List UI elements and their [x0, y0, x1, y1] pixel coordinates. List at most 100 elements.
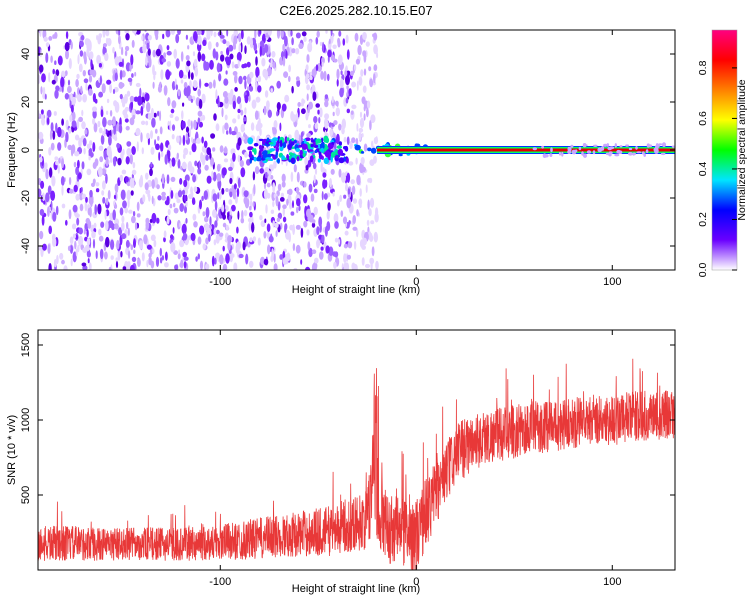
spectrogram-noise-blob: [338, 30, 342, 37]
spectrogram-noise-blob: [83, 147, 86, 155]
spectrogram-noise-blob: [335, 107, 340, 117]
snr-ytick-label: 1500: [20, 333, 32, 357]
spectrogram-noise-blob: [214, 257, 217, 265]
spectrogram-noise-blob: [248, 260, 254, 268]
spectrogram-noise-blob: [43, 200, 46, 205]
spectrogram-noise-blob: [92, 118, 96, 125]
spectrogram-noise-blob: [361, 96, 366, 105]
spectrogram-noise-blob: [287, 189, 290, 195]
spectrogram-noise-blob: [130, 99, 134, 111]
spectrogram-noise-blob: [254, 30, 257, 39]
spectrogram-onset-blob: [255, 156, 262, 162]
spectrogram-noise-blob: [244, 151, 248, 158]
spectrogram-noise-blob: [240, 167, 246, 178]
spectrogram-noise-blob: [48, 225, 52, 235]
spectrogram-onset-blob: [335, 155, 339, 159]
spectrogram-onset-blob: [346, 157, 349, 164]
spectrogram-noise-blob: [248, 85, 254, 92]
spectrogram-noise-blob: [112, 116, 116, 127]
spectrogram-noise-blob: [141, 35, 144, 41]
spectrogram-noise-blob: [315, 103, 321, 108]
spectrogram-noise-blob: [232, 71, 238, 76]
spectrogram-noise-blob: [351, 104, 357, 110]
spectrogram-noise-blob: [81, 193, 87, 200]
spectrogram-noise-blob: [150, 146, 155, 155]
spectrogram-noise-blob: [306, 54, 310, 63]
spectrogram-noise-blob: [128, 250, 131, 259]
spectrogram-noise-blob: [131, 146, 136, 155]
spectrogram-noise-blob: [352, 226, 358, 231]
spectrogram-noise-blob: [325, 179, 328, 188]
spectrogram-noise-blob: [182, 232, 188, 241]
spectrogram-onset-blob: [286, 154, 290, 161]
spectrogram-noise-blob: [277, 212, 283, 220]
spectrogram-noise-blob: [276, 102, 281, 111]
spectrogram-noise-blob: [193, 186, 198, 193]
spectrogram-noise-blob: [237, 114, 240, 120]
spectrogram-noise-blob: [116, 188, 118, 193]
spectrogram-noise-blob: [295, 224, 301, 230]
spectrogram-noise-blob: [248, 221, 251, 232]
spectrogram-noise-blob: [221, 204, 225, 213]
spectrogram-noise-blob: [95, 250, 98, 259]
spectrogram-noise-blob: [126, 221, 129, 230]
spectrogram-onset-blob: [248, 153, 253, 158]
spectrogram-noise-blob: [181, 189, 186, 196]
spectrogram-noise-blob: [197, 117, 201, 125]
spectrogram-onset-blob: [291, 138, 295, 142]
spectrogram-noise-blob: [334, 221, 339, 229]
spectrogram-noise-blob: [279, 122, 282, 132]
spectrogram-noise-blob: [82, 70, 87, 77]
spectrogram-noise-blob: [195, 131, 199, 140]
spectrogram-noise-blob: [174, 264, 179, 270]
spectrogram-onset-blob: [336, 145, 342, 149]
spectrogram-noise-blob: [192, 51, 196, 57]
spectrogram-noise-blob: [206, 30, 211, 37]
spectrogram-noise-blob: [149, 168, 153, 177]
spectrogram-noise-blob: [263, 188, 268, 200]
spectrogram-noise-blob: [243, 63, 248, 68]
spectrogram-noise-blob: [187, 45, 190, 50]
spectrogram-noise-blob: [43, 36, 48, 42]
spectrogram-noise-blob: [362, 32, 367, 40]
spectrogram-noise-blob: [48, 147, 52, 156]
spectrogram-noise-blob: [365, 184, 368, 193]
spectrogram-noise-blob: [163, 230, 167, 239]
spectrogram-noise-blob: [273, 253, 276, 263]
spectrogram-noise-blob: [352, 215, 357, 224]
spectrogram-noise-blob: [353, 240, 357, 250]
spectrogram-noise-blob: [234, 87, 238, 92]
spectrogram-noise-blob: [247, 217, 252, 223]
spectrogram-sideband-blob: [628, 147, 633, 151]
spectrogram-noise-blob: [284, 223, 287, 234]
spectrogram-noise-blob: [359, 188, 362, 197]
spectrogram-onset-blob: [275, 153, 278, 159]
spectrogram-noise-blob: [160, 142, 164, 152]
spectrogram-noise-blob: [48, 36, 53, 41]
spectrogram-sideband-blob: [574, 149, 578, 152]
spectrogram-noise-blob: [145, 120, 149, 126]
spectrogram-noise-blob: [77, 87, 80, 96]
spectrogram-noise-blob: [117, 252, 121, 261]
spectrogram-noise-blob: [135, 110, 141, 115]
spectrogram-noise-blob: [87, 220, 92, 229]
spectrogram-noise-blob: [244, 79, 247, 90]
spectrogram-sideband-blob: [592, 150, 596, 155]
spectrogram-noise-blob: [182, 134, 186, 146]
spectrogram-noise-blob: [370, 114, 376, 124]
spectrogram-noise-blob: [92, 238, 96, 249]
spectrogram-noise-blob: [198, 160, 201, 171]
spectrogram-noise-blob: [104, 251, 108, 260]
spectrogram-noise-blob: [279, 254, 284, 260]
spectrogram-noise-blob: [213, 113, 217, 121]
spectrogram-noise-blob: [303, 194, 308, 204]
spectrogram-noise-blob: [145, 220, 150, 231]
spectrogram-noise-blob: [260, 220, 266, 228]
spectrogram-noise-blob: [72, 204, 78, 213]
spectrogram-noise-blob: [364, 263, 371, 269]
spectrogram-noise-blob: [148, 252, 152, 259]
spectrogram-noise-blob: [228, 166, 233, 172]
spectrogram-noise-blob: [106, 79, 112, 85]
spectrogram-noise-blob: [224, 146, 227, 152]
spectrogram-noise-blob: [97, 120, 101, 128]
